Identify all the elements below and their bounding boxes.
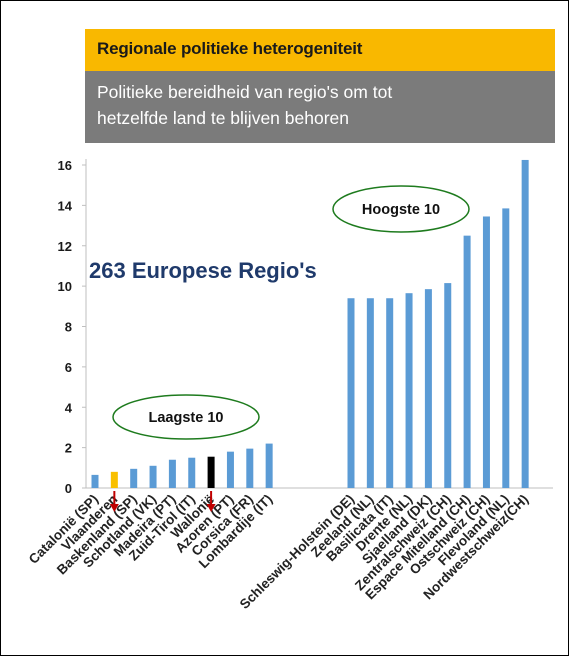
bar	[386, 298, 394, 488]
arrow-head	[109, 504, 119, 512]
bar	[149, 465, 157, 488]
y-tick-label: 10	[58, 279, 72, 294]
bar	[265, 443, 273, 488]
bar	[91, 474, 99, 488]
arrow-head	[206, 504, 216, 512]
lowest-ellipse	[112, 394, 260, 440]
bar	[482, 216, 490, 488]
bar	[188, 457, 196, 488]
y-tick-label: 6	[65, 360, 72, 375]
bar	[246, 448, 254, 488]
y-tick-label: 2	[65, 441, 72, 456]
total-regions-label: 263 Europese Regio's	[89, 258, 317, 283]
bar	[168, 459, 176, 488]
bar	[502, 208, 510, 488]
bar	[521, 159, 529, 488]
bar	[226, 451, 234, 488]
bar	[444, 283, 452, 488]
y-tick-label: 8	[65, 320, 72, 335]
y-tick-label: 14	[58, 198, 73, 213]
bar	[424, 289, 432, 488]
bar	[463, 235, 471, 488]
bar	[207, 456, 215, 488]
bar	[366, 298, 374, 488]
y-tick-label: 12	[58, 239, 72, 254]
lowest-label: Laagste 10	[149, 410, 224, 426]
bar	[347, 298, 355, 488]
chart-subtitle: Politieke bereidheid van regio's om tot …	[85, 71, 555, 143]
chart-title: Regionale politieke heterogeniteit	[85, 29, 555, 71]
y-tick-label: 4	[65, 400, 73, 415]
y-tick-label: 0	[65, 481, 72, 496]
highest-label: Hoogste 10	[362, 202, 440, 218]
highest-ellipse	[332, 185, 470, 233]
bar	[130, 468, 138, 488]
bar	[110, 471, 118, 488]
y-tick-label: 16	[58, 158, 72, 173]
bar	[405, 293, 413, 488]
